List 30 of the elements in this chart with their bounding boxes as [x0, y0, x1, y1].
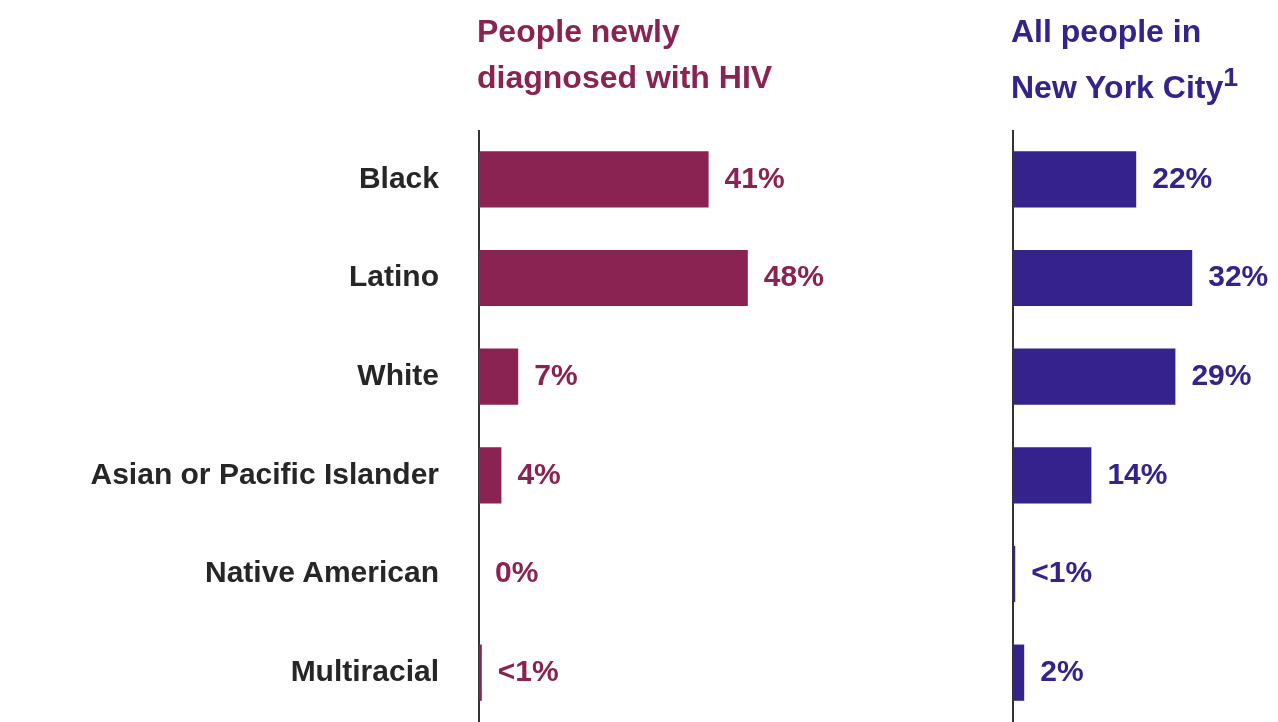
data-label: 22%	[1152, 160, 1213, 194]
bar	[479, 447, 502, 504]
data-label: 48%	[763, 259, 824, 293]
y-tick-label: Multiracial	[290, 653, 439, 687]
bar	[1013, 644, 1025, 701]
data-label: <1%	[497, 653, 559, 687]
bar	[479, 348, 519, 405]
bar	[479, 151, 709, 208]
chart-title: All people in New York City$^{1}$	[1011, 12, 1240, 107]
y-tick-label: White	[357, 357, 439, 391]
data-label: <1%	[1031, 555, 1093, 589]
bar	[1013, 249, 1193, 307]
y-tick-label: Latino	[349, 259, 439, 293]
data-label: 0%	[495, 555, 539, 589]
y-tick-label: Native American	[205, 555, 439, 589]
data-label: 29%	[1191, 357, 1252, 391]
y-tick-label: Asian or Pacific Islander	[90, 456, 440, 490]
data-label: 41%	[724, 160, 785, 194]
data-label: 7%	[534, 357, 578, 391]
bar	[1013, 151, 1137, 208]
chart-title: People newly diagnosed with HIV	[477, 12, 774, 97]
bar	[1013, 447, 1092, 504]
bar	[1013, 348, 1176, 405]
data-label: 14%	[1107, 456, 1168, 490]
bar	[479, 249, 748, 307]
data-label: 2%	[1040, 653, 1084, 687]
bar	[479, 644, 482, 701]
y-tick-label: Black	[358, 160, 440, 194]
data-label: 4%	[517, 456, 561, 490]
data-label: 32%	[1208, 259, 1269, 293]
